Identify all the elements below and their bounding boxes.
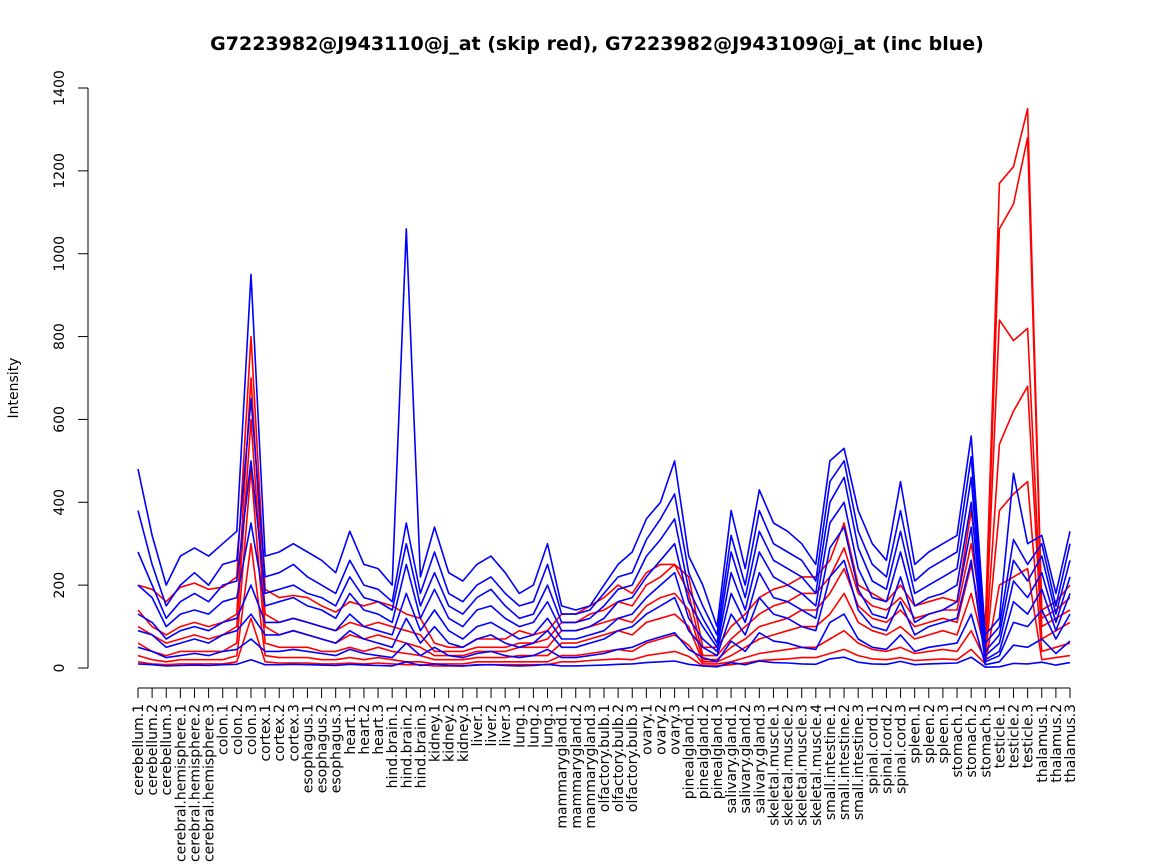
y-tick-label: 200 — [52, 572, 68, 599]
x-tick-label: olfactory.bulb.2 — [611, 704, 627, 812]
x-tick-label: lung.3 — [541, 704, 557, 748]
x-tick-label: mammarygland.2 — [569, 704, 585, 829]
x-tick-label: salivary.gland.3 — [752, 704, 768, 813]
series-line-red-5 — [137, 567, 1071, 667]
series-lines — [137, 107, 1071, 669]
x-tick-label: thalamus.1 — [1035, 704, 1051, 783]
y-tick-label: 0 — [52, 664, 68, 673]
series-line-red-2 — [137, 319, 1071, 661]
y-tick-label: 800 — [52, 323, 68, 350]
x-tick-label: small.intestine.1 — [823, 704, 839, 820]
x-tick-label: cortex.3 — [286, 704, 302, 762]
series-line-red-3 — [137, 385, 1071, 663]
series-line-blue-8 — [137, 460, 1071, 653]
x-tick-label: stomach.2 — [964, 704, 980, 778]
x-tick-label: lung.2 — [526, 704, 542, 748]
x-tick-label: testicle.1 — [992, 704, 1008, 768]
x-tick-label: stomach.1 — [950, 704, 966, 778]
x-tick-label: skeletal.muscle.4 — [809, 704, 825, 826]
series-line-blue-9 — [137, 501, 1071, 657]
x-tick-label: salivary.gland.2 — [738, 704, 754, 813]
x-tick-label: pinealgland.3 — [710, 704, 726, 799]
x-tick-label: kidney.2 — [442, 704, 458, 762]
x-tick-label: cortex.1 — [258, 704, 274, 762]
x-tick-label: ovary.3 — [668, 704, 684, 755]
x-tick-label: ovary.1 — [639, 704, 655, 755]
x-tick-label: testicle.2 — [1007, 704, 1023, 768]
x-tick-label: liver.2 — [484, 704, 500, 747]
series-line-red-1 — [137, 136, 1071, 657]
x-tick-label: skeletal.muscle.1 — [766, 704, 782, 826]
y-tick-label: 1400 — [52, 70, 68, 106]
chart-title: G7223982@J943110@j_at (skip red), G72239… — [210, 33, 984, 55]
x-tick-label: salivary.gland.1 — [724, 704, 740, 813]
series-line-blue-7 — [137, 397, 1071, 644]
x-tick-label: pinealgland.1 — [682, 704, 698, 799]
x-tick-label: olfactory.bulb.3 — [625, 704, 641, 812]
series-line-red-0 — [137, 107, 1071, 649]
y-tick-label: 1000 — [52, 236, 68, 272]
x-tick-label: liver.1 — [470, 704, 486, 747]
x-tick-label: spleen.3 — [936, 704, 952, 764]
series-line-blue-13 — [137, 656, 1071, 669]
x-tick-label: colon.2 — [230, 704, 246, 755]
x-tick-label: olfactory.bulb.1 — [597, 704, 613, 812]
x-tick-label: cerebellum.1 — [131, 704, 147, 796]
series-line-blue-6 — [137, 228, 1071, 636]
x-tick-label: thalamus.2 — [1049, 704, 1065, 783]
x-tick-label: cerebellum.2 — [145, 704, 161, 796]
x-tick-label: colon.1 — [216, 704, 232, 755]
x-tick-label: spinal.cord.3 — [894, 704, 910, 794]
x-tick-label: cerebellum.3 — [159, 704, 175, 796]
y-tick-label: 1200 — [52, 153, 68, 189]
x-tick-label: hind.brain.1 — [385, 704, 401, 788]
x-tick-label: heart.3 — [371, 704, 387, 755]
x-tick-label: kidney.1 — [428, 704, 444, 762]
y-axis: 0 200 400 600 800 1000 1200 1400 — [52, 70, 89, 673]
x-tick-label: testicle.3 — [1021, 704, 1037, 768]
x-tick-label: cerebral.hemisphere.2 — [187, 704, 203, 862]
x-tick-label: skeletal.muscle.2 — [781, 704, 797, 826]
series-line-red-4 — [137, 480, 1071, 665]
y-tick-label: 400 — [52, 489, 68, 516]
x-tick-label: spleen.1 — [908, 704, 924, 764]
x-tick-label: kidney.3 — [456, 704, 472, 762]
x-tick-label: mammarygland.1 — [555, 704, 571, 829]
x-tick-label: ovary.2 — [653, 704, 669, 755]
x-tick-label: spinal.cord.2 — [879, 704, 895, 794]
x-tick-label: spinal.cord.1 — [865, 704, 881, 794]
x-tick-label: esophagus.3 — [329, 704, 345, 793]
x-tick-label: liver.3 — [498, 704, 514, 747]
y-axis-label: Intensity — [6, 358, 22, 419]
series-line-blue-10 — [137, 526, 1071, 661]
x-tick-label: pinealgland.2 — [696, 704, 712, 799]
x-tick-label: heart.2 — [357, 704, 373, 755]
x-tick-label: mammarygland.3 — [583, 704, 599, 829]
x-tick-label: small.intestine.3 — [851, 704, 867, 820]
y-tick-label: 600 — [52, 406, 68, 433]
x-axis: cerebellum.1cerebellum.2cerebellum.3cere… — [131, 687, 1079, 862]
x-tick-label: hind.brain.2 — [399, 704, 415, 788]
x-tick-label: colon.3 — [244, 704, 260, 755]
series-line-blue-11 — [137, 559, 1071, 663]
x-tick-label: lung.1 — [512, 704, 528, 748]
x-tick-label: thalamus.3 — [1063, 704, 1079, 783]
x-tick-label: cerebral.hemisphere.1 — [173, 704, 189, 862]
x-tick-label: skeletal.muscle.3 — [795, 704, 811, 826]
x-tick-label: stomach.3 — [978, 704, 994, 778]
x-tick-label: heart.1 — [343, 704, 359, 755]
x-tick-label: hind.brain.3 — [413, 704, 429, 788]
x-tick-label: cerebral.hemisphere.3 — [202, 704, 218, 862]
x-tick-label: spleen.2 — [922, 704, 938, 764]
x-tick-label: small.intestine.2 — [837, 704, 853, 820]
x-tick-label: cortex.2 — [272, 704, 288, 762]
x-tick-label: esophagus.2 — [315, 704, 331, 793]
x-tick-label: esophagus.1 — [300, 704, 316, 793]
series-line-blue-12 — [137, 613, 1071, 666]
